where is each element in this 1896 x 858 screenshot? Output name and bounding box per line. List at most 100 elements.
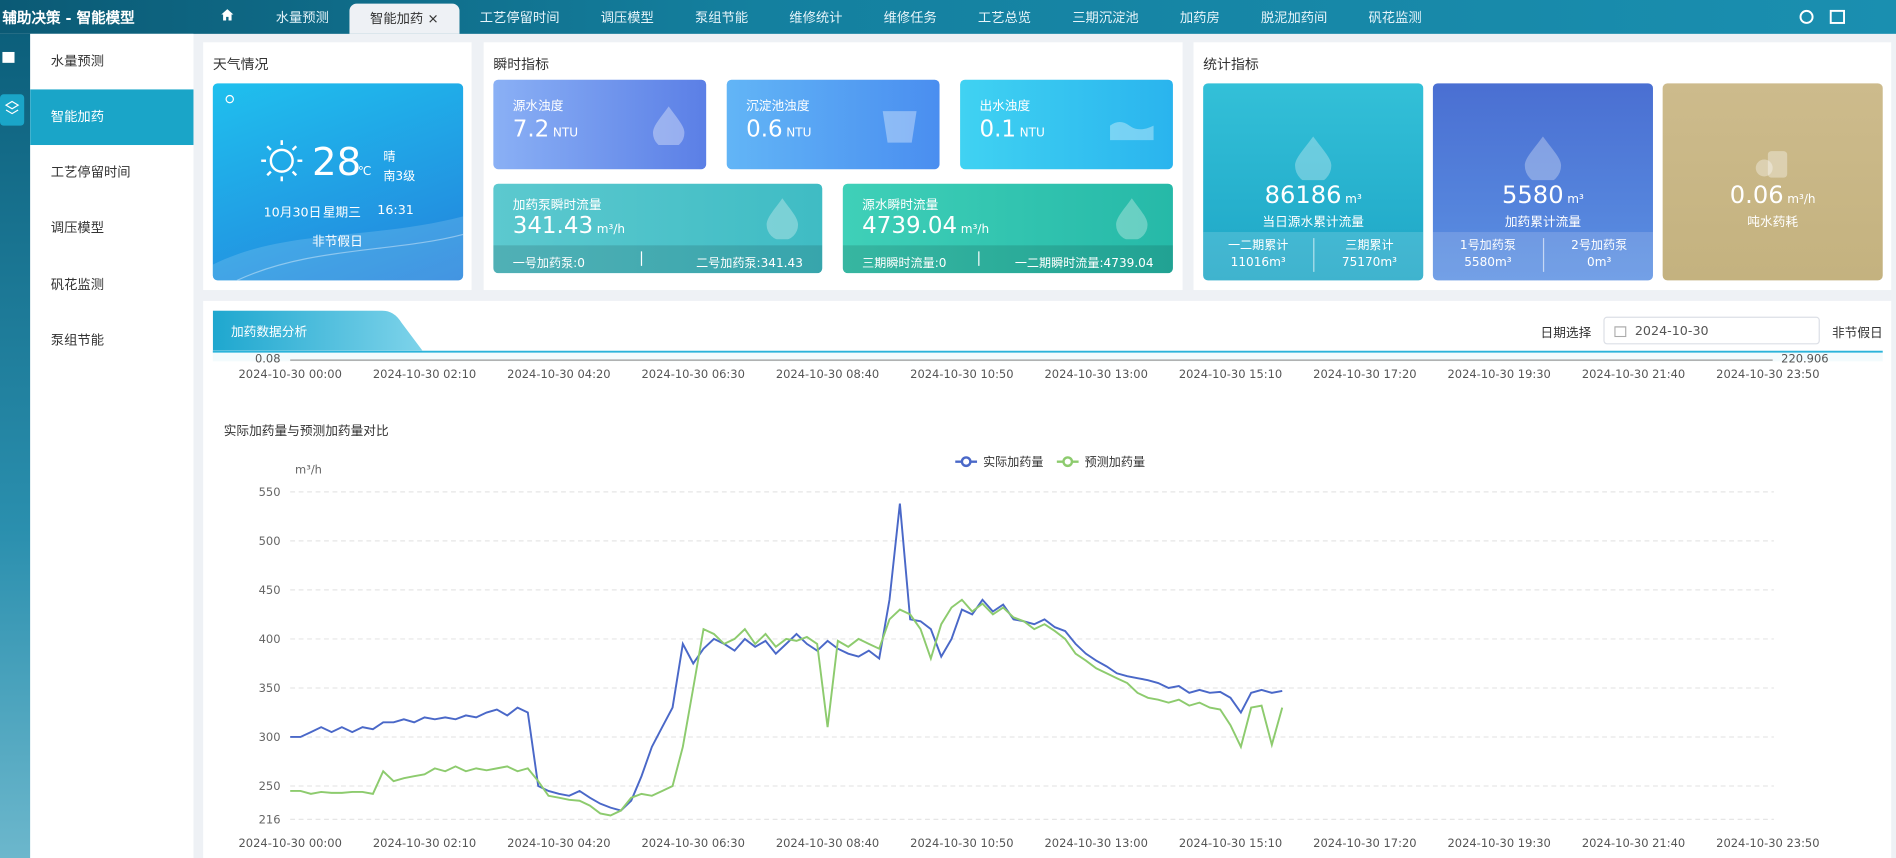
flow-card: 源水瞬时流量 4739.04 m³/h 三期瞬时流量:0 一二期瞬时流量:4739.… [842, 183, 1173, 274]
tab[interactable]: 维修任务 [883, 9, 937, 26]
stat-card: 0.06 m³/h 吨水药耗 [1662, 83, 1883, 281]
value: 86186 [1264, 180, 1342, 210]
x-tick-label: 2024-10-30 00:00 [239, 836, 342, 850]
tab[interactable]: 脱泥加药间 [1260, 9, 1328, 26]
flow-value: 341.43 m³/h [513, 213, 625, 240]
y-tick-label: 550 [259, 485, 281, 499]
y-tick-label: 250 [259, 779, 281, 793]
drop-icon [1295, 136, 1332, 181]
x-tick-label: 2024-10-30 10:50 [910, 836, 1013, 850]
tab[interactable]: 维修统计 [789, 9, 843, 26]
separator [978, 251, 980, 266]
flow-label: 加药泵瞬时流量 [512, 198, 602, 213]
metric-card: 源水浊度 7.2 NTU [493, 79, 707, 170]
cup-icon [882, 111, 917, 143]
menu-item[interactable]: 矾花监测 [50, 276, 104, 293]
sub-item: 三期累计 75170m³ [1313, 238, 1423, 272]
menu-item-active[interactable]: 智能加药 [30, 89, 194, 146]
slider-tick-label: 2024-10-30 19:30 [1447, 367, 1550, 381]
slider-tick-label: 2024-10-30 04:20 [507, 367, 610, 381]
slider-max: 220.906 [1781, 352, 1828, 366]
zoom-slider[interactable] [212, 350, 1883, 362]
tab[interactable]: 矾花监测 [1368, 9, 1422, 26]
sub-value: 11016m³ [1230, 256, 1286, 270]
tab[interactable]: 水量预测 [275, 9, 329, 26]
unit: m³/h [596, 223, 626, 237]
sub-item: 2号加药泵 0m³ [1542, 238, 1653, 272]
legend-dot [960, 456, 972, 468]
slider-tick-label: 2024-10-30 13:00 [1045, 367, 1148, 381]
flow-footer: 三期瞬时流量:0 一二期瞬时流量:4739.04 [842, 245, 1173, 274]
drop-icon [652, 106, 685, 146]
y-tick-label: 400 [259, 632, 281, 646]
stat-card: 86186 m³ 当日源水累计流量 一二期累计 11016m³ 三期累计 75170m… [1203, 83, 1424, 281]
slider-tick-label: 2024-10-30 02:10 [373, 367, 476, 381]
time: 16:31 [377, 203, 414, 218]
menu-item[interactable]: 泵组节能 [50, 332, 104, 349]
chart-title: 实际加药量与预测加药量对比 [224, 423, 389, 438]
unit: m³/h [1787, 193, 1816, 207]
stat-sub: 一二期累计 11016m³ 三期累计 75170m³ [1203, 232, 1424, 281]
sub-label: 1号加药泵 [1459, 239, 1516, 253]
legend-dot [1062, 456, 1074, 468]
stat-label: 吨水药耗 [1747, 215, 1799, 230]
temperature: 28 [311, 138, 362, 185]
x-tick-label: 2024-10-30 02:10 [373, 836, 476, 850]
tab[interactable]: 三期沉淀池 [1072, 9, 1139, 26]
menu-item[interactable]: 工艺停留时间 [50, 164, 131, 181]
menu-item[interactable]: 水量预测 [50, 53, 104, 69]
tab-bar: 水量预测 智能加药 × 工艺停留时间 调压模型 泵组节能 维修统计 维修任务 工… [200, 0, 1443, 34]
value: 0.06 [1729, 180, 1784, 210]
y-tick-label: 216 [259, 813, 281, 827]
app-title: 辅助决策 - 智能模型 [2, 9, 135, 27]
value: 4739.04 [862, 212, 958, 240]
tab-active[interactable]: 智能加药 × [349, 3, 460, 34]
date-picker[interactable]: 2024-10-30 [1603, 316, 1820, 345]
y-tick-label: 500 [259, 534, 281, 548]
slider-tick-label: 2024-10-30 21:40 [1582, 367, 1685, 381]
flow-label: 源水瞬时流量 [862, 198, 939, 213]
tab-label: 智能加药 [370, 10, 424, 27]
footer-left: 一号加药泵:0 [512, 257, 585, 271]
stat-label: 加药累计流量 [1504, 215, 1582, 230]
analysis-panel: 加药数据分析 日期选择 2024-10-30 非节假日 [203, 300, 1892, 858]
tab[interactable]: 加药房 [1179, 9, 1220, 26]
slider-tick-label: 2024-10-30 06:30 [642, 367, 745, 381]
home-tab[interactable] [200, 0, 256, 34]
flow-value: 4739.04 m³/h [862, 213, 989, 240]
weather-art [212, 94, 464, 281]
unit: NTU [1019, 126, 1045, 141]
unit: NTU [786, 126, 812, 141]
x-tick-label: 2024-10-30 15:10 [1179, 836, 1282, 850]
legend-label: 实际加药量 [983, 454, 1043, 469]
stat-value: 0.06 m³/h [1663, 180, 1883, 209]
tab[interactable]: 调压模型 [600, 9, 654, 26]
metric-label: 源水浊度 [512, 99, 564, 114]
slider-tick-label: 2024-10-30 10:50 [910, 367, 1013, 381]
section-tab-bg [212, 310, 424, 352]
metric-value: 7.2 NTU [513, 116, 578, 143]
y-tick-label: 300 [259, 730, 281, 744]
tab[interactable]: 工艺总览 [977, 9, 1032, 26]
metric-card: 出水浊度 0.1 NTU [960, 79, 1173, 170]
slider-min: 0.08 [255, 352, 281, 366]
tab[interactable]: 工艺停留时间 [479, 9, 560, 26]
tab[interactable]: 泵组节能 [694, 9, 749, 26]
value: 0.6 [746, 116, 783, 143]
menu-item[interactable]: 调压模型 [50, 219, 104, 236]
weekday: 星期三 [322, 205, 361, 220]
slider-tick-label: 2024-10-30 23:50 [1716, 367, 1819, 381]
x-tick-label: 2024-10-30 21:40 [1582, 836, 1685, 850]
sub-value: 75170m³ [1341, 256, 1397, 270]
metric-label: 出水浊度 [979, 99, 1031, 114]
water-icon [1110, 122, 1154, 141]
value: 341.43 [512, 212, 594, 240]
section-tab[interactable]: 加药数据分析 [230, 325, 308, 340]
slider-tick-label: 2024-10-30 08:40 [776, 367, 879, 381]
date-label: 日期选择 [1540, 326, 1592, 341]
toolbar-icons[interactable] [1797, 8, 1853, 26]
stat-value: 86186 m³ [1203, 180, 1423, 209]
footer-right: 一二期瞬时流量:4739.04 [1014, 257, 1154, 271]
unit: m³/h [960, 223, 990, 237]
